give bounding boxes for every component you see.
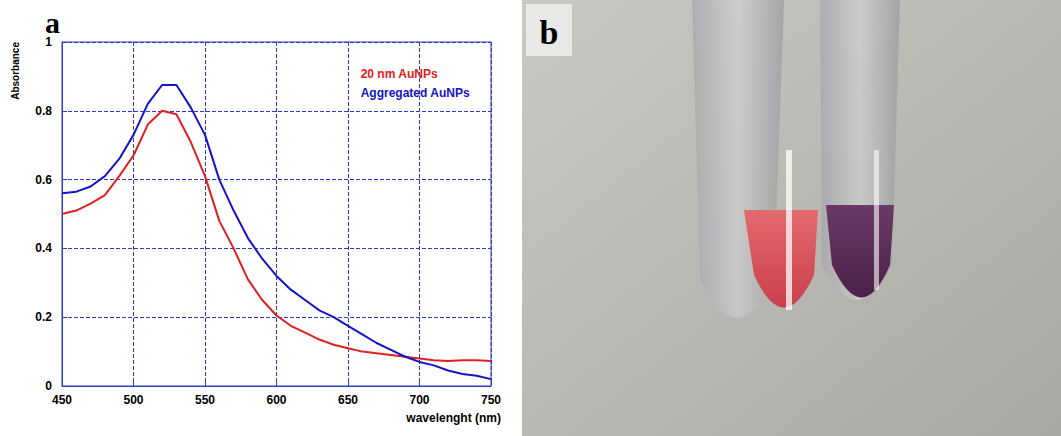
svg-text:1: 1: [45, 35, 52, 49]
svg-text:450: 450: [52, 393, 72, 407]
svg-text:wavelenght (nm): wavelenght (nm): [405, 411, 501, 425]
svg-text:0.8: 0.8: [35, 104, 52, 118]
svg-text:20 nm AuNPs: 20 nm AuNPs: [361, 67, 438, 81]
svg-text:750: 750: [481, 393, 501, 407]
svg-text:Aggregated AuNPs: Aggregated AuNPs: [361, 86, 470, 100]
svg-text:650: 650: [338, 393, 358, 407]
svg-text:550: 550: [195, 393, 215, 407]
svg-text:0.2: 0.2: [35, 310, 52, 324]
svg-text:600: 600: [266, 393, 286, 407]
svg-text:a: a: [45, 6, 60, 39]
svg-text:500: 500: [123, 393, 143, 407]
svg-text:b: b: [540, 14, 559, 51]
svg-text:0.4: 0.4: [35, 241, 52, 255]
svg-text:0: 0: [45, 379, 52, 393]
svg-text:0.6: 0.6: [35, 173, 52, 187]
svg-text:Absorbance: Absorbance: [10, 42, 21, 100]
svg-text:700: 700: [409, 393, 429, 407]
